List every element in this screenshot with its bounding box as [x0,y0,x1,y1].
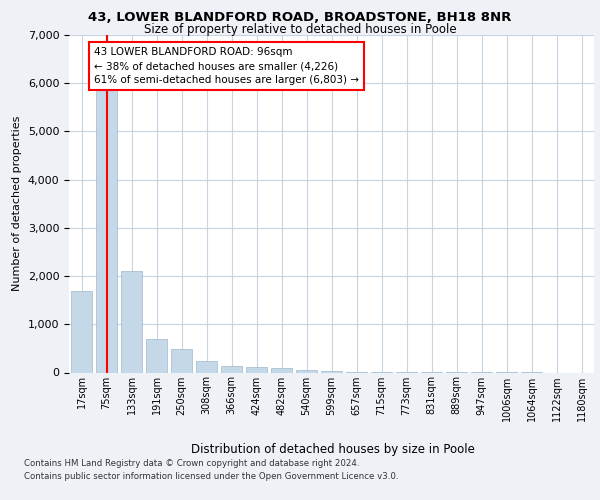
Y-axis label: Number of detached properties: Number of detached properties [12,116,22,292]
Bar [71,290,92,372]
Bar [171,350,192,372]
Text: Contains HM Land Registry data © Crown copyright and database right 2024.: Contains HM Land Registry data © Crown c… [24,458,359,468]
Text: 43 LOWER BLANDFORD ROAD: 96sqm
← 38% of detached houses are smaller (4,226)
61% : 43 LOWER BLANDFORD ROAD: 96sqm ← 38% of … [94,47,359,85]
Bar [321,371,342,372]
Bar [296,370,317,372]
Bar [96,83,117,372]
Text: Distribution of detached houses by size in Poole: Distribution of detached houses by size … [191,442,475,456]
Bar [246,367,267,372]
Bar [121,271,142,372]
Text: 43, LOWER BLANDFORD ROAD, BROADSTONE, BH18 8NR: 43, LOWER BLANDFORD ROAD, BROADSTONE, BH… [88,11,512,24]
Bar [271,368,292,372]
Bar [146,339,167,372]
Bar [221,366,242,372]
Text: Contains public sector information licensed under the Open Government Licence v3: Contains public sector information licen… [24,472,398,481]
Text: Size of property relative to detached houses in Poole: Size of property relative to detached ho… [143,22,457,36]
Bar [196,361,217,372]
